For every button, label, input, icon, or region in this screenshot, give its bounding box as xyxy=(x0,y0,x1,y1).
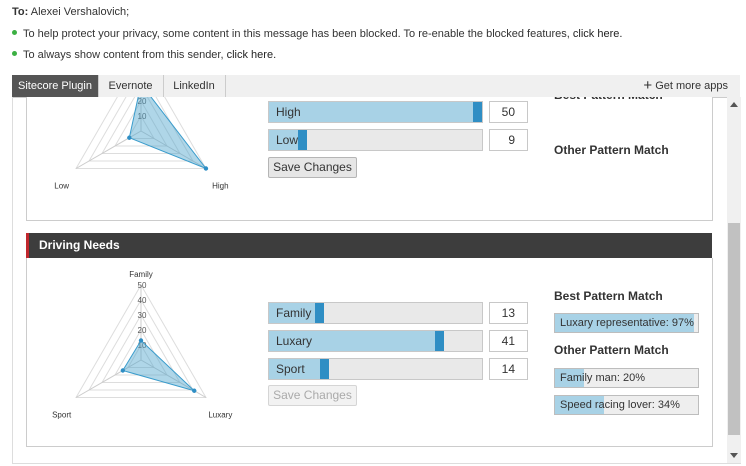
plugin-content: Driving Needs 10 20 Low High 10 20 30 40 50 Famil… xyxy=(12,97,741,464)
scroll-up[interactable] xyxy=(730,102,738,107)
radar-ring xyxy=(75,97,207,169)
save-button: Save Changes xyxy=(268,385,357,406)
slider-track[interactable]: Family xyxy=(268,302,483,324)
to-label: To: xyxy=(12,6,29,18)
best-title: Best Pattern Match xyxy=(554,289,663,303)
radar-layer: 10 20 Low High 10 20 30 40 50 Family Luxary Sport xyxy=(52,97,232,420)
slider-track[interactable]: Sport xyxy=(268,358,483,380)
slider-track[interactable]: Luxary xyxy=(268,330,483,352)
bullet xyxy=(12,30,17,35)
pattern-fill xyxy=(555,369,584,387)
notice-text: To always show content from this sender, xyxy=(23,49,224,61)
radar-ring xyxy=(127,115,155,139)
value-box[interactable]: 41 xyxy=(489,330,528,352)
radar-axis-label: Family xyxy=(129,270,153,279)
slider-handle[interactable] xyxy=(298,130,308,150)
slider-track[interactable]: Low xyxy=(268,129,483,151)
bullet xyxy=(12,51,17,56)
pattern-bar: Family man: 20% xyxy=(554,368,699,388)
other-title: Other Pattern Match xyxy=(554,143,669,157)
radar-point xyxy=(120,368,126,373)
notice-link[interactable]: click here. xyxy=(226,49,277,61)
radar-ring xyxy=(88,97,194,162)
radar-point xyxy=(203,166,209,171)
pattern-label: Speed racing lover: 34% xyxy=(560,399,680,411)
section-header: Driving Needs xyxy=(26,233,712,258)
tab[interactable]: Sitecore Plugin xyxy=(12,75,99,97)
notice-link[interactable]: click here. xyxy=(572,28,623,40)
slider-handle[interactable] xyxy=(473,102,482,122)
slider-label: Family xyxy=(276,306,312,320)
slider-handle[interactable] xyxy=(434,331,444,351)
pattern-label: Luxary representative: 97% xyxy=(560,317,694,329)
slider-label: Low xyxy=(276,133,299,147)
radar-tick-label: 50 xyxy=(138,281,147,290)
other-title: Other Pattern Match xyxy=(554,343,669,357)
recipient: Alexei Vershalovich; xyxy=(30,6,130,18)
radar-tick-label: 30 xyxy=(138,311,147,320)
value-box[interactable]: 14 xyxy=(489,358,528,380)
radar-tick-label: 20 xyxy=(138,97,147,106)
slider-fill xyxy=(269,331,444,351)
scroll-down[interactable] xyxy=(730,453,738,458)
slider-fill xyxy=(269,130,308,150)
notice: To help protect your privacy, some conte… xyxy=(12,28,622,40)
value-box[interactable]: 50 xyxy=(489,101,528,123)
best-title: Best Pattern Match xyxy=(554,97,663,102)
radar-tick-label: 10 xyxy=(138,112,147,121)
section-title: Driving Needs xyxy=(39,238,120,252)
header-accent xyxy=(26,233,29,258)
pattern-bar: Speed racing lover: 34% xyxy=(554,395,699,415)
radar-point xyxy=(138,338,144,343)
more-apps[interactable]: + Get more apps xyxy=(643,75,728,97)
slider-label: Sport xyxy=(276,362,305,376)
radar-ring xyxy=(75,283,207,398)
tab-bar: + Get more apps Sitecore Plugin Evernote L… xyxy=(12,75,740,98)
radar-ring xyxy=(101,314,181,383)
radar-point xyxy=(192,388,197,393)
value-box[interactable]: 13 xyxy=(489,302,528,324)
radar-axis-label: Low xyxy=(54,182,69,191)
radar-ring xyxy=(101,97,181,154)
radar-tick-label: 40 xyxy=(138,296,147,305)
to-line: To: Alexei Vershalovich; xyxy=(12,6,129,18)
slider-fill xyxy=(269,102,482,122)
scrollbar[interactable] xyxy=(727,97,741,463)
more-apps-label: Get more apps xyxy=(655,80,728,92)
slider-fill xyxy=(269,359,329,379)
pattern-label: Family man: 20% xyxy=(560,372,645,384)
radar-axis-label: Sport xyxy=(52,411,72,420)
radar-ring xyxy=(127,344,155,368)
slider-handle[interactable] xyxy=(315,303,325,323)
pattern-fill xyxy=(555,396,604,414)
radar-point xyxy=(127,135,132,140)
radar-axis-label: Luxary xyxy=(208,411,232,420)
slider-label: Luxary xyxy=(276,334,313,348)
radar-axis-label: High xyxy=(212,182,228,191)
save-button[interactable]: Save Changes xyxy=(268,157,357,178)
slider-track[interactable]: High xyxy=(268,101,483,123)
scroll-thumb[interactable] xyxy=(728,223,740,435)
slider-label: High xyxy=(276,105,301,119)
plus-icon: + xyxy=(643,77,653,94)
radar-axis xyxy=(140,130,207,169)
value-box[interactable]: 9 xyxy=(489,129,528,151)
radar-ring xyxy=(114,99,168,147)
radar-ring xyxy=(88,298,194,391)
notice: To always show content from this sender,… xyxy=(12,49,276,61)
stage: Driving Needs 10 20 Low High 10 20 30 40 50 Famil… xyxy=(13,97,741,463)
notice-text: To help protect your privacy, some conte… xyxy=(23,28,570,40)
pattern-bar: Luxary representative: 97% xyxy=(554,313,699,333)
slider-handle[interactable] xyxy=(319,359,329,379)
radar-tick-label: 10 xyxy=(138,341,147,350)
radar-axis xyxy=(75,359,142,398)
radar-shape xyxy=(128,97,208,170)
slider-fill xyxy=(269,303,325,323)
radar-tick-label: 20 xyxy=(138,326,147,335)
pattern-fill xyxy=(555,314,694,332)
tab[interactable]: Evernote xyxy=(98,75,164,97)
tab[interactable]: LinkedIn xyxy=(163,75,226,97)
radar-shape xyxy=(122,339,195,392)
